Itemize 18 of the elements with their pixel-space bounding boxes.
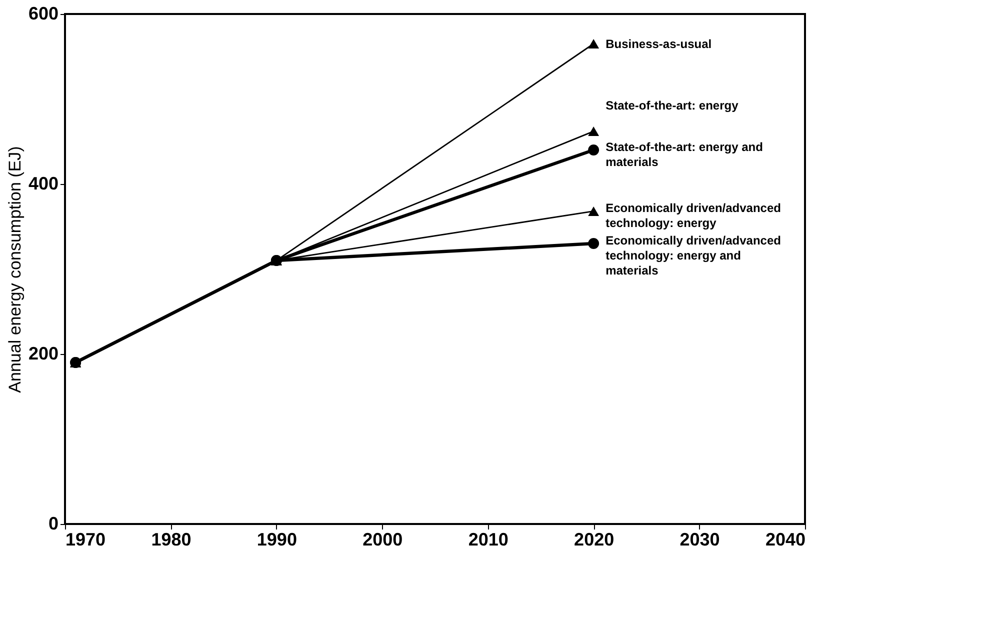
y-tick-label: 200 [28, 344, 58, 364]
y-axis-title: Annual energy consumption (EJ) [5, 146, 24, 393]
series-label: Economically driven/advanced technology: energy [606, 201, 781, 230]
series-label: Economically driven/advanced technology: energy and materials [606, 234, 781, 278]
y-tick-label: 600 [28, 4, 58, 24]
x-tick-label: 2020 [574, 530, 614, 550]
series-label: State-of-the-art: energy [606, 98, 739, 112]
x-tick-label: 1990 [256, 530, 297, 550]
x-tick-label: 1970 [66, 530, 106, 550]
x-tick-label: 1980 [151, 530, 192, 550]
series-label: Business-as-usual [606, 36, 712, 51]
x-tick-label: 2010 [468, 530, 508, 550]
x-tick-label: 2040 [765, 530, 806, 550]
y-tick-label: 0 [48, 514, 58, 534]
x-tick-label: 2000 [362, 530, 403, 550]
y-tick-label: 400 [28, 174, 58, 194]
x-tick-label: 2030 [680, 530, 720, 550]
series-label: State-of-the-art: energy and materials [606, 140, 763, 169]
